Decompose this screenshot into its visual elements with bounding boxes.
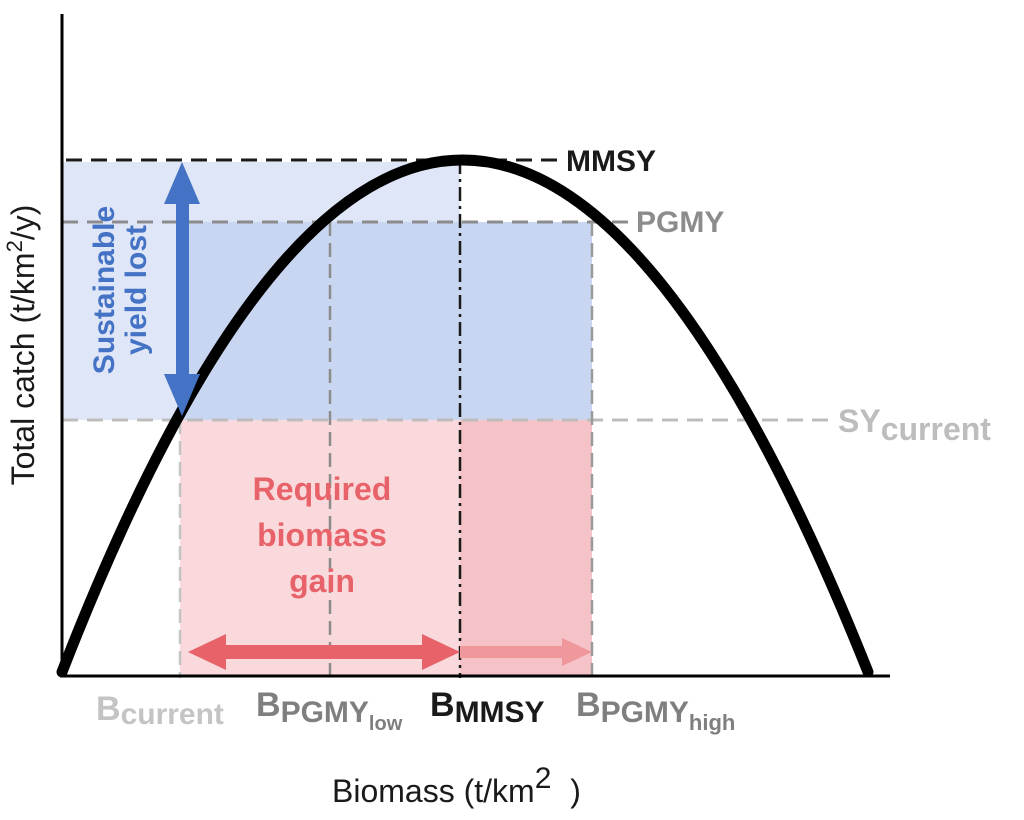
x-axis-title-sup: 2 (535, 762, 552, 795)
b-pgmy-low-label: BPGMYlow (256, 686, 403, 735)
b-pgmy-high-label-letter: B (576, 686, 601, 724)
yield-lost-region-light (180, 222, 592, 420)
biomass-gain-region-left (180, 420, 460, 675)
b-mmsy-label: BMMSY (430, 686, 545, 729)
yield-lost-label-line1: Sustainable (88, 206, 121, 374)
b-current-label-letter: B (96, 690, 121, 728)
b-current-label-sub: current (121, 698, 224, 731)
biomass-gain-extension-arrow (460, 638, 592, 666)
gain-label-line3: gain (289, 563, 355, 599)
b-pgmy-low-label-letter: B (256, 686, 281, 724)
b-current-label: Bcurrent (96, 690, 224, 731)
b-pgmy-high-label: BPGMYhigh (576, 686, 735, 735)
biomass-gain-region-right (460, 420, 592, 675)
biomass-gain-arrow (188, 634, 460, 670)
x-axis-title: Biomass (t/km2 ) (332, 762, 581, 809)
yield-lost-region-band (62, 222, 180, 420)
y-axis-title: Total catch (t/km2/y) (2, 205, 41, 486)
yield-lost-label-line2: yield lost (120, 225, 153, 355)
gain-label-line1: Required (253, 471, 392, 507)
y-axis-title-end: /y) (5, 205, 41, 241)
mmsy-label: MMSY (566, 145, 656, 178)
sy-current-label: SYcurrent (838, 403, 991, 447)
sy-current-label-base: SY (838, 403, 881, 439)
pgmy-label: PGMY (636, 206, 724, 239)
b-pgmy-low-label-sub: low (369, 713, 403, 735)
x-axis-title-main: Biomass (t/km (332, 773, 535, 809)
y-axis-title-main: Total catch (t/km (5, 252, 41, 485)
b-pgmy-high-label-main: PGMY (601, 696, 689, 729)
b-mmsy-label-main: MMSY (455, 696, 545, 729)
yield-lost-arrow (164, 162, 200, 416)
b-pgmy-high-label-sub: high (689, 710, 735, 735)
b-mmsy-label-letter: B (430, 686, 455, 724)
y-axis-title-sup: 2 (2, 240, 27, 252)
x-axis-title-end: ) (561, 773, 581, 809)
gain-label-line2: biomass (257, 517, 387, 553)
sy-current-label-sub: current (881, 411, 992, 447)
b-pgmy-low-label-main: PGMY (281, 696, 369, 729)
